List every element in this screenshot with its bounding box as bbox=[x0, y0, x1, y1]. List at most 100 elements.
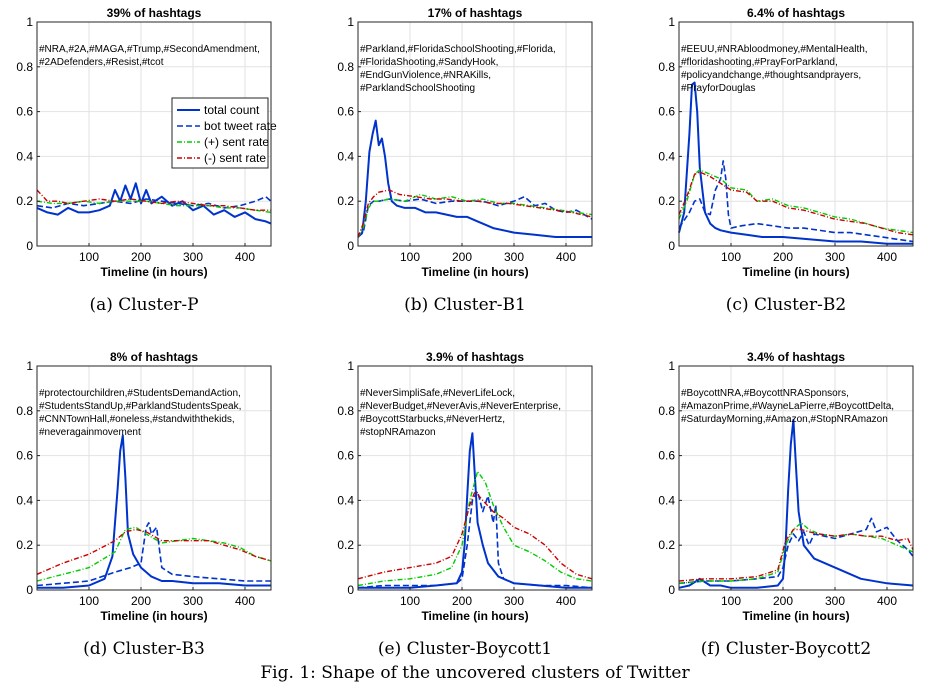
hashtag-line: #AmazonPrime,#WayneLaPierre,#BoycottDelt… bbox=[681, 401, 894, 412]
y-tick-label: 1 bbox=[668, 15, 675, 29]
x-tick-label: 100 bbox=[721, 250, 741, 264]
series-line-bot bbox=[36, 521, 271, 587]
hashtag-line: #NRA,#2A,#MAGA,#Trump,#SecondAmendment, bbox=[39, 44, 260, 55]
y-tick-label: 0.6 bbox=[16, 105, 33, 119]
y-tick-label: 0.4 bbox=[658, 493, 675, 507]
x-tick-label: 300 bbox=[504, 250, 524, 264]
series-line-total bbox=[357, 119, 592, 238]
y-tick-label: 0.8 bbox=[337, 404, 354, 418]
x-axis-label: Timeline (in hours) bbox=[742, 265, 849, 279]
y-tick-label: 0.4 bbox=[16, 149, 33, 163]
axes-box bbox=[36, 365, 272, 591]
series-line-neg bbox=[678, 171, 914, 236]
y-tick-label: 0.6 bbox=[16, 449, 33, 463]
x-tick-label: 200 bbox=[452, 250, 472, 264]
x-tick-label: 400 bbox=[877, 594, 897, 608]
y-tick-label: 0.8 bbox=[658, 60, 675, 74]
legend-label: (-) sent rate bbox=[204, 151, 266, 165]
panel-title: 6.4% of hashtags bbox=[747, 6, 845, 20]
y-tick-label: 0.6 bbox=[337, 449, 354, 463]
x-tick-label: 200 bbox=[131, 250, 151, 264]
x-tick-label: 200 bbox=[773, 594, 793, 608]
x-tick-label: 300 bbox=[825, 250, 845, 264]
panel-title: 3.9% of hashtags bbox=[426, 350, 524, 364]
y-tick-label: 1 bbox=[26, 15, 33, 29]
y-tick-label: 0.8 bbox=[337, 60, 354, 74]
x-tick-label: 400 bbox=[556, 594, 576, 608]
panel-title: 8% of hashtags bbox=[110, 350, 198, 364]
y-tick-label: 1 bbox=[26, 359, 33, 373]
series-line-total bbox=[37, 434, 271, 589]
series-line-neg bbox=[357, 490, 593, 580]
x-axis-label: Timeline (in hours) bbox=[100, 609, 207, 623]
subfigure-caption: (d) Cluster-B3 bbox=[83, 639, 205, 659]
y-tick-label: 0.8 bbox=[16, 60, 33, 74]
x-tick-label: 300 bbox=[504, 594, 524, 608]
x-tick-label: 400 bbox=[556, 250, 576, 264]
y-tick-label: 0.8 bbox=[658, 404, 675, 418]
axes-box bbox=[678, 365, 914, 591]
x-axis-label: Timeline (in hours) bbox=[742, 609, 849, 623]
y-tick-label: 0 bbox=[26, 583, 33, 597]
series-line-bot bbox=[357, 490, 593, 589]
axes-box bbox=[678, 21, 914, 247]
y-tick-label: 0.2 bbox=[16, 194, 33, 208]
hashtag-line: #policyandchange,#thoughtsandprayers, bbox=[681, 70, 861, 81]
panel-0: 100 200 300 400 0 0.2 0.4 0.6 0.8 1 39% of hashtag… bbox=[16, 6, 277, 315]
x-axis-label: Timeline (in hours) bbox=[421, 265, 528, 279]
y-tick-label: 1 bbox=[347, 359, 354, 373]
y-tick-label: 0.2 bbox=[337, 538, 354, 552]
hashtag-line: #EndGunViolence,#NRAKills, bbox=[360, 70, 491, 81]
hashtag-line: #stopNRAmazon bbox=[360, 427, 436, 438]
y-tick-label: 0.2 bbox=[337, 194, 354, 208]
hashtag-line: #floridashooting,#PrayForParkland, bbox=[681, 57, 838, 68]
panel-3: 100 200 300 400 0 0.2 0.4 0.6 0.8 1 8% of hashtags… bbox=[16, 350, 272, 659]
hashtag-line: #NeverSimpliSafe,#NeverLifeLock, bbox=[360, 388, 515, 399]
x-tick-label: 300 bbox=[183, 594, 203, 608]
y-tick-label: 0.2 bbox=[658, 538, 675, 552]
y-tick-label: 0 bbox=[668, 239, 675, 253]
y-tick-label: 0 bbox=[347, 583, 354, 597]
legend-label: total count bbox=[204, 103, 260, 117]
x-tick-label: 100 bbox=[400, 250, 420, 264]
hashtag-line: #FloridaShooting,#SandyHook, bbox=[360, 57, 498, 68]
series-line-pos bbox=[36, 526, 272, 582]
legend-label: (+) sent rate bbox=[204, 135, 269, 149]
hashtag-line: #ParklandSchoolShooting bbox=[360, 83, 475, 94]
panel-title: 39% of hashtags bbox=[107, 6, 202, 20]
panel-2: 100 200 300 400 0 0.2 0.4 0.6 0.8 1 6.4% of hashta… bbox=[658, 6, 914, 315]
hashtag-line: #protectourchildren,#StudentsDemandActio… bbox=[39, 388, 241, 399]
plot-area bbox=[679, 22, 913, 246]
legend: total count bot tweet rate (+) sent rate (-… bbox=[171, 97, 277, 169]
series-line-total bbox=[36, 182, 272, 225]
subfigure-caption: (b) Cluster-B1 bbox=[404, 295, 526, 315]
y-tick-label: 0.4 bbox=[337, 493, 354, 507]
hashtag-line: #Parkland,#FloridaSchoolShooting,#Florid… bbox=[360, 44, 556, 55]
y-tick-label: 0.4 bbox=[337, 149, 354, 163]
y-tick-label: 0 bbox=[668, 583, 675, 597]
series-line-pos bbox=[357, 193, 593, 238]
axes-box bbox=[357, 21, 593, 247]
y-tick-label: 0.4 bbox=[658, 149, 675, 163]
y-tick-label: 1 bbox=[347, 15, 354, 29]
hashtag-line: #SaturdayMorning,#Amazon,#StopNRAmazon bbox=[681, 414, 888, 425]
subfigure-caption: (e) Cluster-Boycott1 bbox=[378, 639, 552, 659]
y-tick-label: 0.8 bbox=[16, 404, 33, 418]
hashtag-line: #StudentsStandUp,#ParklandStudentsSpeak, bbox=[39, 401, 241, 412]
series-line-total bbox=[678, 418, 914, 589]
y-tick-label: 0 bbox=[347, 239, 354, 253]
hashtag-line: #PrayforDouglas bbox=[681, 83, 755, 94]
hashtag-line: #neveragainmovement bbox=[39, 427, 141, 438]
plot-area bbox=[37, 366, 271, 590]
panel-title: 3.4% of hashtags bbox=[747, 350, 845, 364]
axes-box bbox=[36, 21, 272, 247]
series-line-neg bbox=[36, 189, 271, 211]
subfigure-caption: (a) Cluster-P bbox=[89, 295, 198, 315]
hashtag-line: #NeverBudget,#NeverAvis,#NeverEnterprise… bbox=[360, 401, 561, 412]
hashtag-line: #BoycottNRA,#BoycottNRASponsors, bbox=[681, 388, 849, 399]
y-tick-label: 0.6 bbox=[337, 105, 354, 119]
y-tick-label: 0.2 bbox=[16, 538, 33, 552]
x-tick-label: 100 bbox=[721, 594, 741, 608]
series-line-total bbox=[678, 81, 913, 245]
